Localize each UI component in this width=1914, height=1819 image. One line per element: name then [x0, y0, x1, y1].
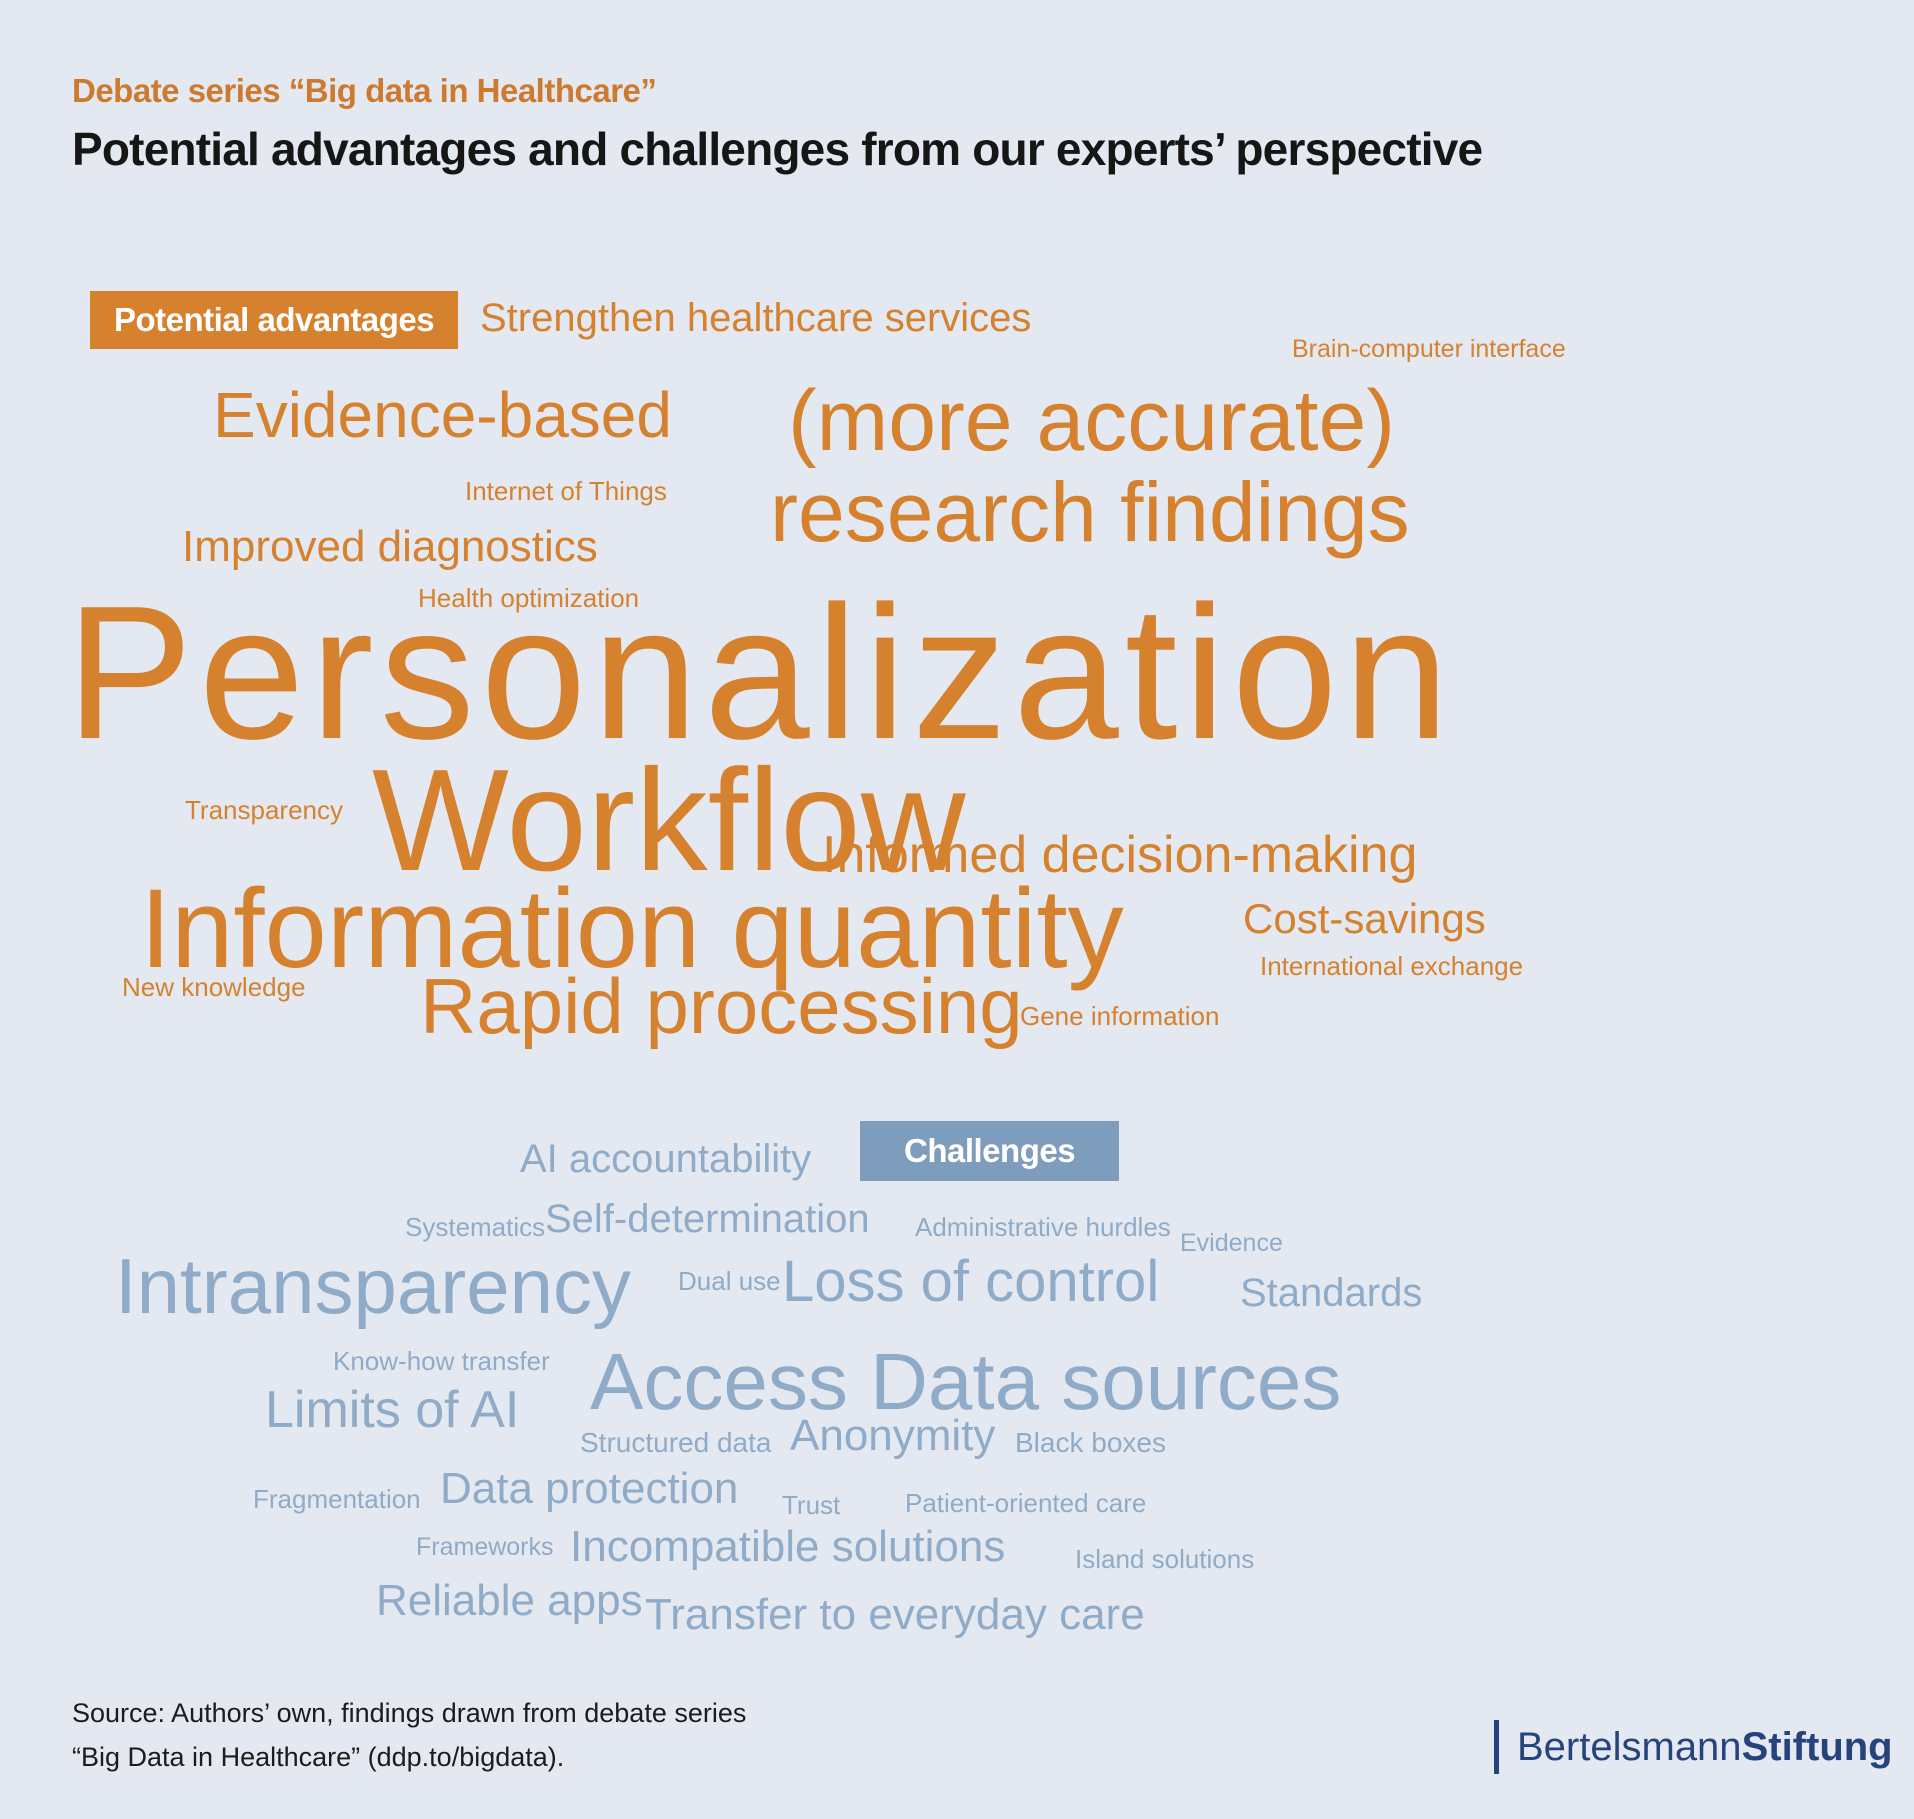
cloud-word: Loss of control: [782, 1249, 1160, 1314]
logo-bar: [1494, 1720, 1499, 1774]
bertelsmann-stiftung-logo: BertelsmannStiftung: [1494, 1720, 1893, 1774]
cloud-word: Intransparency: [115, 1242, 631, 1330]
cloud-word: Know-how transfer: [333, 1346, 550, 1376]
cloud-word: Internet of Things: [465, 476, 667, 506]
cloud-word: Black boxes: [1015, 1427, 1166, 1458]
cloud-word: Transfer to everyday care: [645, 1590, 1145, 1639]
cloud-word: Brain-computer interface: [1292, 335, 1566, 363]
source-note-line2: “Big Data in Healthcare” (ddp.to/bigdata…: [72, 1742, 565, 1772]
cloud-word: (more accurate): [788, 373, 1395, 469]
cloud-word: Health optimization: [418, 583, 640, 613]
cloud-word: Cost-savings: [1243, 895, 1486, 942]
cloud-word: Limits of AI: [265, 1381, 520, 1439]
cloud-word: Personalization: [66, 567, 1456, 779]
cloud-word: Standards: [1240, 1271, 1423, 1315]
cloud-word: Workflow: [372, 739, 966, 901]
cloud-word: Informed decision-making: [822, 826, 1418, 884]
cloud-word: Trust: [782, 1490, 841, 1520]
cloud-word: Anonymity: [790, 1411, 996, 1460]
advantages-badge: Potential advantages: [90, 291, 459, 349]
cloud-word: Incompatible solutions: [570, 1522, 1006, 1571]
cloud-word: Frameworks: [416, 1533, 554, 1561]
cloud-word: Access Data sources: [590, 1337, 1342, 1426]
cloud-word: Self-determination: [545, 1197, 870, 1241]
source-note-line1: Source: Authors’ own, findings drawn fro…: [72, 1698, 747, 1728]
cloud-word: Administrative hurdles: [915, 1212, 1171, 1242]
logo-text-bold: Stiftung: [1741, 1725, 1893, 1769]
challenges-badge: Challenges: [860, 1121, 1120, 1181]
cloud-word: Fragmentation: [253, 1484, 421, 1514]
cloud-word: New knowledge: [122, 972, 306, 1002]
cloud-word: AI accountability: [520, 1137, 812, 1181]
cloud-word: Reliable apps: [376, 1576, 643, 1625]
logo-text: BertelsmannStiftung: [1517, 1727, 1893, 1767]
cloud-word: Systematics: [405, 1212, 546, 1242]
cloud-word: Improved diagnostics: [182, 522, 598, 571]
cloud-word: Evidence: [1180, 1229, 1283, 1257]
cloud-word: Patient-oriented care: [905, 1488, 1147, 1518]
cloud-word: Transparency: [185, 795, 343, 825]
cloud-word: Structured data: [580, 1427, 772, 1458]
cloud-word: Rapid processing: [420, 962, 1023, 1050]
page-title: Potential advantages and challenges from…: [72, 123, 1483, 175]
cloud-word: International exchange: [1260, 951, 1524, 981]
kicker: Debate series “Big data in Healthcare”: [72, 72, 657, 109]
cloud-word: Evidence-based: [213, 379, 672, 451]
cloud-word: Strengthen healthcare services: [480, 296, 1032, 340]
cloud-word: Information quantity: [140, 866, 1124, 991]
cloud-word: Dual use: [678, 1266, 781, 1296]
logo-text-regular: Bertelsmann: [1517, 1725, 1742, 1769]
cloud-word: Island solutions: [1075, 1544, 1255, 1574]
cloud-word: Gene information: [1020, 1001, 1220, 1031]
cloud-word: research findings: [770, 465, 1410, 559]
cloud-word: Data protection: [440, 1464, 739, 1513]
